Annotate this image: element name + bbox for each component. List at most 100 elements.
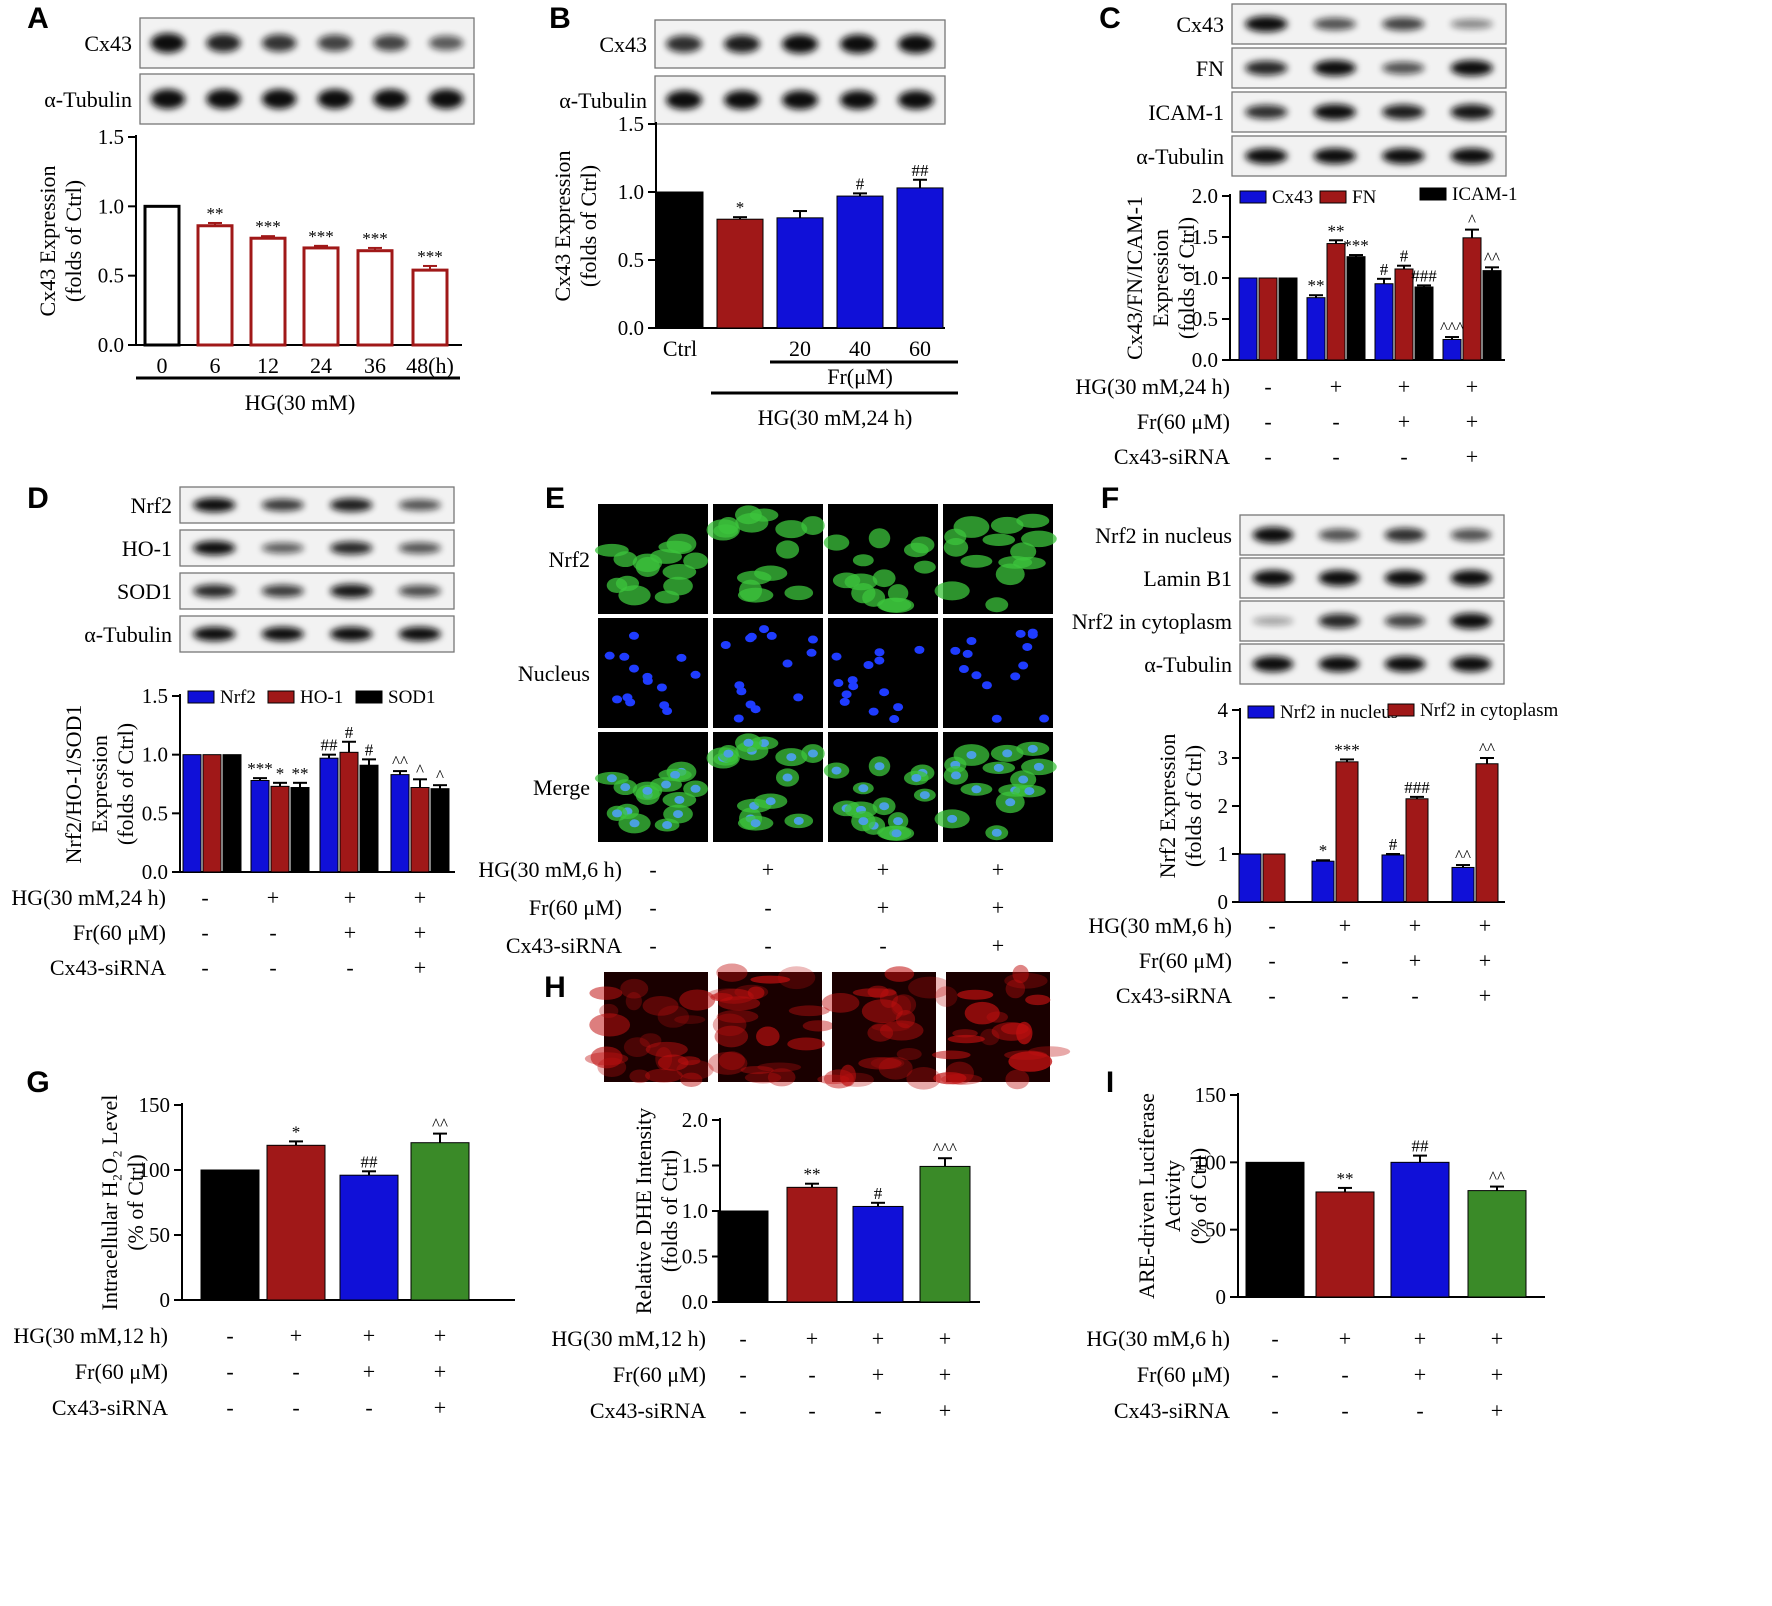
treatment-mark: -: [739, 1398, 746, 1423]
treatment-mark: -: [1332, 409, 1339, 434]
y-tick-label: 0.0: [618, 316, 644, 340]
micrograph-bg: [828, 618, 938, 728]
y-tick-label: 3: [1218, 746, 1229, 770]
y-tick-label: 100: [1195, 1150, 1227, 1174]
cell-body: [903, 542, 929, 558]
y-tick-label: 1.0: [1192, 266, 1218, 290]
blot-band: [1245, 60, 1288, 76]
treatment-mark: -: [269, 920, 276, 945]
bar-d: [222, 754, 242, 873]
y-tick-label: 1.5: [98, 125, 124, 149]
legend-swatch: [187, 690, 215, 704]
significance-mark: ^^: [392, 752, 408, 771]
treatment-mark: +: [1491, 1362, 1503, 1387]
treatment-mark: -: [1341, 948, 1348, 973]
cell-body: [663, 576, 693, 596]
cell-body: [995, 563, 1025, 586]
dhe-stain: [947, 1034, 985, 1044]
cell-nucleus: [662, 821, 673, 830]
treatment-mark: -: [764, 895, 771, 920]
dhe-stain: [716, 963, 748, 982]
blot-label-b: α-Tubulin: [559, 88, 647, 113]
y-axis-label: (folds of Ctrl): [1181, 745, 1206, 867]
x-tick-label: 40: [849, 336, 871, 361]
blot-label-b: Cx43: [599, 32, 647, 57]
treatment-mark: +: [434, 1395, 446, 1420]
cell-nucleus: [841, 690, 852, 699]
bar-c: [1374, 283, 1394, 361]
cell-nucleus: [868, 707, 879, 716]
dhe-stain: [1004, 972, 1048, 989]
panel-letter-b: B: [549, 2, 571, 35]
y-tick-label: 150: [139, 1093, 171, 1117]
blot-band: [840, 90, 876, 110]
significance-mark: **: [1337, 1169, 1354, 1188]
treatment-mark: -: [269, 955, 276, 980]
cell-nucleus: [863, 661, 874, 670]
treatment-mark: +: [992, 933, 1004, 958]
treatment-mark: -: [1264, 374, 1271, 399]
cell-nucleus: [612, 695, 623, 704]
x-tick-label: 36: [364, 353, 386, 378]
dhe-stain: [625, 992, 642, 1011]
cell-nucleus: [629, 664, 640, 673]
cell-nucleus: [966, 637, 977, 646]
blot-label-d: HO-1: [122, 536, 172, 561]
blot-band: [1450, 60, 1493, 76]
blot-band: [330, 541, 373, 555]
dhe-stain: [879, 1020, 924, 1041]
y-tick-label: 2.0: [1192, 184, 1218, 208]
legend-label: ICAM-1: [1452, 184, 1517, 205]
cell-body: [982, 533, 1016, 547]
y-tick-label: 2.0: [682, 1108, 708, 1132]
cell-nucleus: [806, 648, 817, 657]
y-tick-label: 0.5: [1192, 307, 1218, 331]
cell-body: [754, 565, 788, 581]
blot-label-f: Nrf2 in cytoplasm: [1072, 609, 1232, 634]
treatment-mark: +: [1409, 913, 1421, 938]
treatment-mark: +: [267, 885, 279, 910]
bar-c: [1442, 339, 1462, 361]
x-tick-label: 48(h): [406, 353, 454, 378]
cell-nucleus: [958, 665, 969, 674]
dhe-stain: [676, 1059, 714, 1080]
blot-band: [1318, 613, 1360, 629]
x-tick-label: 60: [909, 336, 931, 361]
bar-b: [896, 187, 944, 329]
bar-d: [430, 788, 450, 873]
cell-nucleus: [1002, 749, 1013, 758]
bar-c: [1482, 270, 1502, 361]
cell-body: [852, 554, 874, 567]
dhe-stain: [871, 1022, 911, 1032]
cell-nucleus: [766, 631, 777, 640]
cell-body: [1016, 513, 1050, 528]
dhe-stain: [957, 989, 994, 1000]
treatment-mark: +: [872, 1326, 884, 1351]
blot-band: [1318, 656, 1360, 672]
treatment-label: Fr(60 μM): [73, 920, 166, 945]
legend-swatch: [267, 690, 295, 704]
cell-nucleus: [1018, 775, 1029, 784]
legend-label: FN: [1352, 187, 1377, 208]
bar-f: [1238, 853, 1262, 903]
bar-h: [786, 1186, 838, 1303]
treatment-mark: -: [1264, 409, 1271, 434]
dhe-stain: [867, 1023, 894, 1042]
dhe-stain: [934, 986, 958, 1007]
treatment-mark: +: [872, 1362, 884, 1387]
dhe-image: [707, 963, 835, 1087]
treatment-mark: -: [1271, 1326, 1278, 1351]
bar-g: [339, 1174, 399, 1301]
cell-nucleus: [625, 698, 636, 707]
significance-mark: ##: [361, 1152, 379, 1171]
blot-band: [1384, 656, 1426, 672]
cell-nucleus: [966, 751, 977, 760]
blot-band: [898, 34, 934, 54]
bar-c: [1278, 277, 1298, 361]
bar-g: [266, 1144, 326, 1301]
dhe-stain: [878, 1056, 913, 1080]
micrograph-tile: [934, 504, 1057, 614]
y-axis-label: (folds of Ctrl): [576, 165, 601, 287]
blot-band: [261, 542, 304, 554]
blot-band: [1382, 61, 1425, 75]
